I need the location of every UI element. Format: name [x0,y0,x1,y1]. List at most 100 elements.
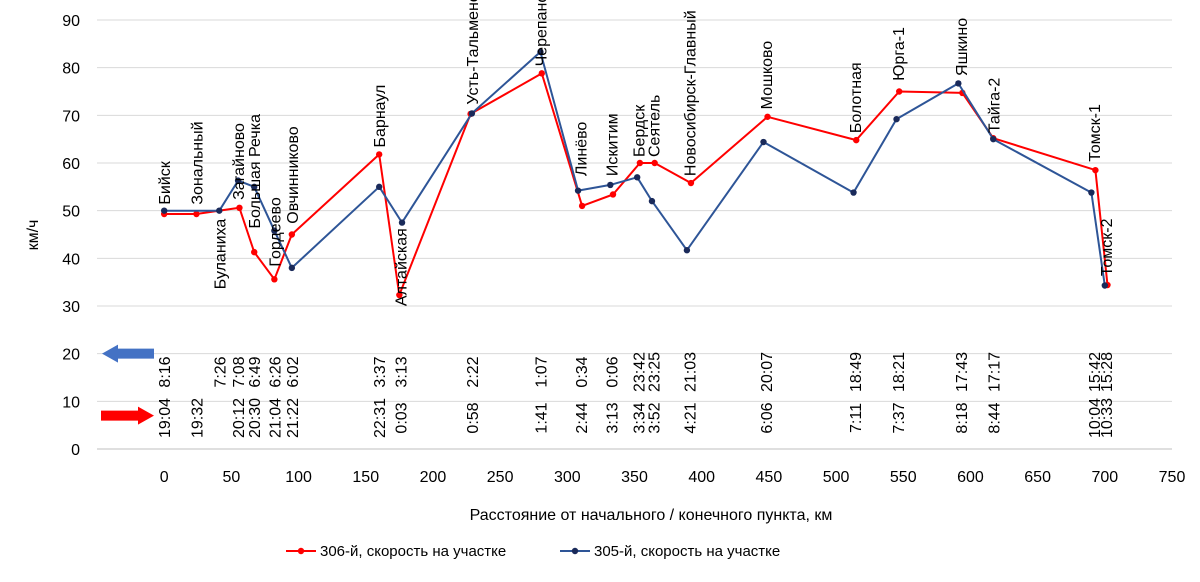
series-point-306 [193,210,200,218]
series-point-305 [850,189,857,196]
time-306-label: 7:37 [891,402,908,433]
time-306-label: 19:32 [189,398,206,438]
station-label: Алтайская [394,228,411,306]
time-305-label: 8:16 [157,356,174,387]
time-305-label: 6:02 [285,356,302,387]
series-point-306 [1092,166,1099,174]
station-label: Большая Речка [247,114,264,229]
station-label: Мошково [759,41,776,110]
series-point-305 [375,183,383,191]
time-305-label: 3:13 [394,356,411,387]
series-point-305 [251,183,258,191]
time-305-label: 23:25 [646,352,663,392]
arrow-right-306 [101,406,154,425]
series-point-305 [216,207,223,214]
series-point-305 [1101,282,1109,289]
series-point-305 [683,247,691,254]
time-305-label: 1:07 [533,356,550,387]
station-label: Искитим [605,113,622,176]
time-labels: 8:16 7:26 7:08 6:49 6:26 6:02 3:37 3:13 2:22 1:07… [157,352,1116,438]
station-label: Юрга-1 [891,27,908,81]
y-tick-label: 30 [62,299,80,316]
station-label: Болотная [848,62,865,133]
series-point-306 [236,204,243,212]
y-tick-label: 70 [62,108,80,125]
x-tick-label: 600 [957,469,984,486]
station-label: Линёво [574,122,591,176]
time-306-label: 19:04 [157,398,174,438]
time-305-label: 17:17 [986,352,1003,392]
time-305-label: 7:26 [212,356,229,387]
y-tick-label: 90 [62,13,80,30]
time-306-label: 4:21 [683,402,700,433]
station-label: Бердск [632,104,649,157]
series-point-305 [234,177,242,184]
series-point-306 [764,113,771,120]
series-point-305 [648,197,656,205]
time-305-label: 18:21 [891,352,908,392]
series-point-305 [633,174,641,181]
series-point-306 [636,159,644,167]
station-label: Тайга-2 [986,78,1003,134]
y-tick-label: 50 [62,204,80,221]
time-306-label: 8:44 [986,402,1003,433]
x-tick-label: 750 [1159,469,1186,486]
time-305-label: 15:42 [1087,352,1104,392]
station-label: Черепаново [533,0,550,66]
series-line-305 [164,50,1106,286]
series-line-306 [164,72,1109,296]
legend-marker-1 [571,547,579,555]
station-label: Зональный [189,121,206,204]
time-306-label: 3:13 [605,402,622,433]
time-305-label: 3:37 [372,356,389,387]
time-306-label: 2:44 [574,402,591,433]
station-label: Яшкино [954,18,971,76]
x-tick-label: 450 [756,469,783,486]
series-point-306 [896,88,903,95]
station-label: Буланиха [212,219,229,290]
y-tick-label: 20 [62,347,80,364]
x-tick-label: 500 [823,469,850,486]
x-tick-label: 0 [160,469,169,486]
y-tick-label: 80 [62,61,80,78]
series-point-305 [607,181,614,189]
x-tick-label: 300 [554,469,581,486]
time-306-label: 20:12 [231,398,248,438]
legend-marker-0 [297,547,305,555]
time-306-label: 21:22 [285,398,302,438]
station-label: Овчинниково [285,126,302,224]
series-point-305 [160,207,168,214]
time-305-label: 15:28 [1099,352,1116,392]
y-axis-title: км/ч [25,220,42,251]
x-tick-label: 100 [285,469,312,486]
series-point-305 [537,48,544,56]
direction-arrows [101,344,154,425]
x-tick-label: 250 [487,469,514,486]
y-tick-label: 60 [62,156,80,173]
legend: 306-й, скорость на участке 305-й, скорост… [286,543,780,560]
time-306-label: 1:41 [533,402,550,433]
series-point-305 [468,110,476,117]
time-306-label: 10:33 [1099,398,1116,438]
time-306-label: 22:31 [372,398,389,438]
series-point-306 [375,151,383,158]
series-point-305 [760,138,767,146]
station-label: Барнаул [372,85,389,148]
legend-label-0: 306-й, скорость на участке [320,543,506,560]
x-tick-label: 650 [1024,469,1051,486]
series-point-305 [574,187,582,194]
time-306-label: 6:06 [759,402,776,433]
series-point-306 [396,291,403,299]
station-label: Гордеево [267,197,284,266]
time-305-label: 2:22 [465,356,482,387]
time-306-label: 3:34 [632,402,649,433]
legend-label-1: 305-й, скорость на участке [594,543,780,560]
x-axis-title: Расстояние от начального / конечного пун… [470,507,833,524]
grid [97,19,1172,450]
station-label: Томск-2 [1099,218,1116,276]
arrow-left-305 [102,344,154,363]
series-point-305 [271,227,278,234]
time-305-label: 0:06 [605,356,622,387]
